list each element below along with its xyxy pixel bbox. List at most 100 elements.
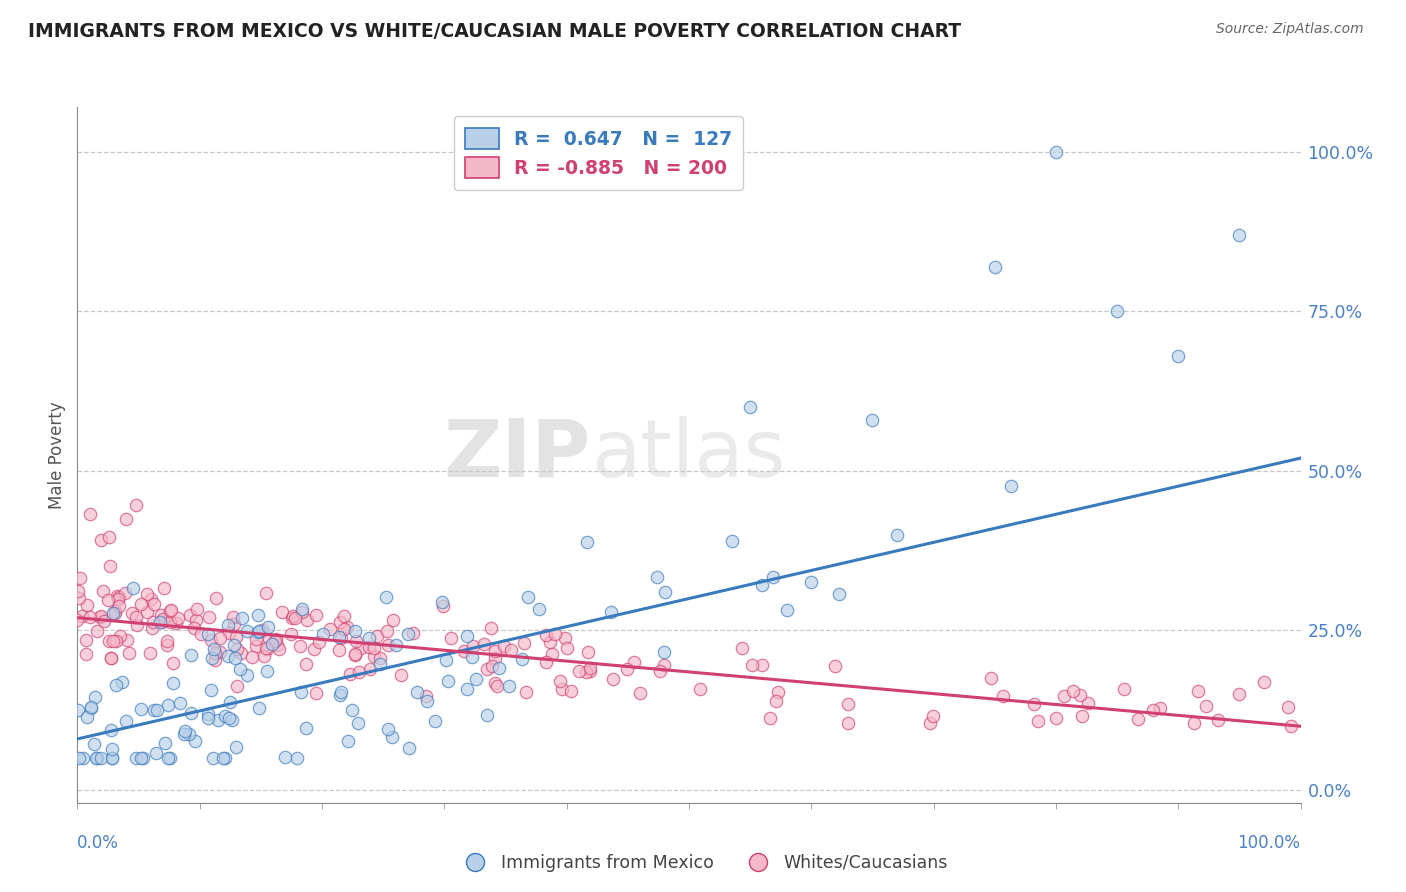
Point xyxy=(67,591,90,606)
Point xyxy=(551,681,574,696)
Point xyxy=(385,638,408,652)
Point xyxy=(347,715,370,730)
Point xyxy=(1045,711,1067,725)
Point xyxy=(492,640,515,654)
Point xyxy=(363,649,385,664)
Point xyxy=(156,698,179,712)
Point xyxy=(333,623,356,637)
Point xyxy=(381,730,404,744)
Point xyxy=(290,685,312,699)
Point xyxy=(776,603,799,617)
Point xyxy=(162,675,184,690)
Point xyxy=(1149,701,1171,715)
Point xyxy=(477,662,499,676)
Point xyxy=(576,534,599,549)
Point xyxy=(1052,689,1074,703)
Point xyxy=(368,650,391,665)
Point xyxy=(190,627,212,641)
Point xyxy=(1229,687,1251,701)
Point xyxy=(156,633,179,648)
Point xyxy=(339,667,361,681)
Point xyxy=(721,534,744,549)
Point xyxy=(740,400,762,414)
Point xyxy=(281,609,304,624)
Point xyxy=(264,632,287,646)
Text: 0.0%: 0.0% xyxy=(77,834,120,852)
Point xyxy=(274,750,297,764)
Point xyxy=(336,620,359,634)
Point xyxy=(991,689,1014,703)
Point xyxy=(84,751,107,765)
Point xyxy=(628,686,651,700)
Point xyxy=(1279,719,1302,733)
Point xyxy=(83,737,105,751)
Point xyxy=(197,711,219,725)
Point xyxy=(152,612,174,626)
Point xyxy=(207,713,229,727)
Point xyxy=(1026,714,1049,728)
Text: atlas: atlas xyxy=(591,416,786,494)
Point xyxy=(430,594,453,608)
Point xyxy=(1024,697,1046,711)
Point xyxy=(218,695,240,709)
Point xyxy=(538,635,561,649)
Point xyxy=(762,569,785,583)
Point xyxy=(862,413,884,427)
Point xyxy=(758,711,780,725)
Point xyxy=(648,664,671,678)
Point xyxy=(222,610,245,624)
Point xyxy=(527,602,550,616)
Point xyxy=(183,622,205,636)
Point xyxy=(202,641,225,656)
Point xyxy=(231,646,253,660)
Point xyxy=(350,641,373,656)
Point xyxy=(252,623,274,637)
Point xyxy=(1062,684,1084,698)
Point xyxy=(66,613,89,627)
Point xyxy=(751,657,773,672)
Point xyxy=(918,716,941,731)
Point xyxy=(1167,349,1189,363)
Point xyxy=(652,645,675,659)
Point xyxy=(329,615,352,629)
Point xyxy=(229,662,252,676)
Point xyxy=(225,740,247,755)
Point xyxy=(1277,700,1299,714)
Point xyxy=(416,694,439,708)
Point xyxy=(257,620,280,634)
Point xyxy=(800,575,823,590)
Point xyxy=(141,591,163,606)
Point xyxy=(115,632,138,647)
Point xyxy=(97,530,120,544)
Point xyxy=(159,604,181,618)
Point xyxy=(115,512,138,526)
Point xyxy=(142,703,165,717)
Point xyxy=(247,624,270,639)
Point xyxy=(221,713,243,727)
Point xyxy=(129,597,152,611)
Point xyxy=(70,609,93,624)
Point xyxy=(200,651,222,665)
Point xyxy=(330,632,353,646)
Point xyxy=(197,627,219,641)
Point xyxy=(135,605,157,619)
Point xyxy=(66,703,89,717)
Point xyxy=(357,631,380,645)
Point xyxy=(83,690,105,705)
Point xyxy=(149,615,172,630)
Point xyxy=(499,643,522,657)
Point xyxy=(91,583,114,598)
Point xyxy=(156,751,179,765)
Point xyxy=(827,587,849,601)
Point xyxy=(460,650,482,665)
Point xyxy=(921,708,943,723)
Point xyxy=(209,645,232,659)
Point xyxy=(654,584,676,599)
Point xyxy=(118,646,141,660)
Point xyxy=(479,621,502,635)
Point xyxy=(256,664,278,678)
Point xyxy=(105,678,128,692)
Point xyxy=(425,714,447,729)
Point xyxy=(1069,688,1091,702)
Text: 100.0%: 100.0% xyxy=(1237,834,1301,852)
